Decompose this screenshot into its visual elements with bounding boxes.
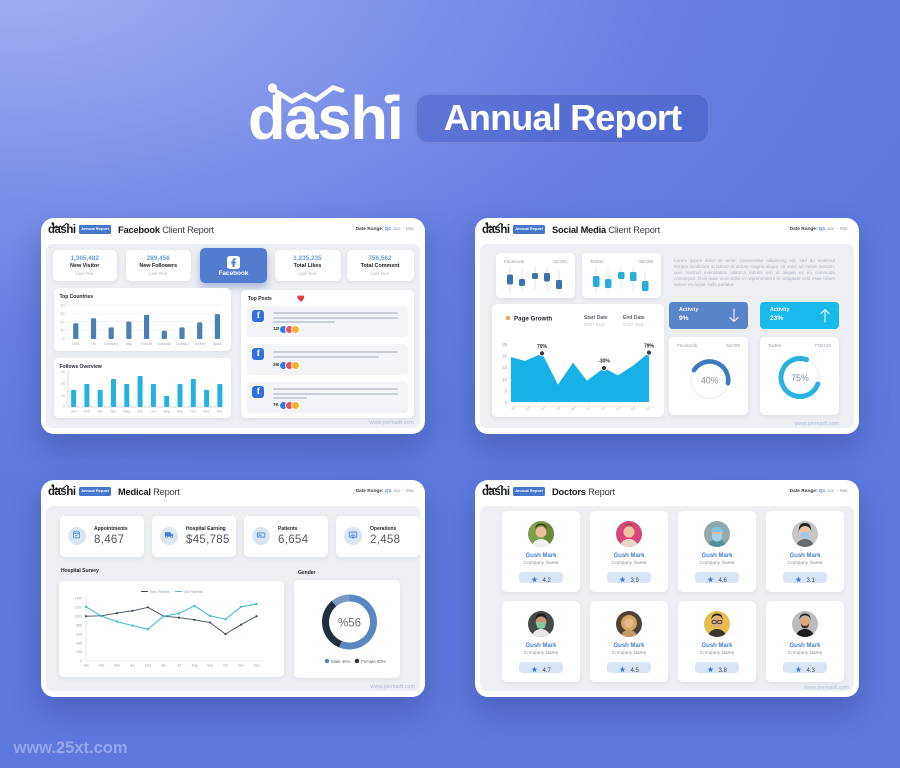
svg-text:75%: 75% (791, 373, 809, 383)
svg-text:Jul: Jul (151, 410, 156, 414)
svg-text:Apr: Apr (130, 664, 136, 668)
svg-text:May: May (570, 404, 577, 411)
svg-text:02/07 Wed: 02/07 Wed (584, 322, 605, 327)
svg-text:May: May (123, 410, 130, 414)
svg-text:400: 400 (76, 641, 82, 645)
svg-text:New Patients: New Patients (150, 590, 170, 594)
svg-text:Oct: Oct (645, 405, 651, 411)
svg-text:Sep: Sep (630, 404, 637, 411)
svg-text:Mar: Mar (97, 410, 104, 414)
svg-text:Mar: Mar (540, 404, 547, 411)
svg-text:25: 25 (502, 342, 507, 347)
svg-text:1200: 1200 (75, 606, 83, 610)
svg-text:Start Date: Start Date (584, 315, 608, 321)
svg-text:-30%: -30% (598, 358, 610, 364)
svg-text:30: 30 (60, 312, 64, 316)
svg-text:Jan: Jan (83, 664, 88, 668)
svg-text:30: 30 (61, 370, 65, 374)
svg-text:Sep: Sep (176, 410, 182, 414)
svg-text:Female 80%: Female 80% (361, 659, 386, 664)
svg-text:Mar: Mar (114, 664, 121, 668)
svg-text:Italy: Italy (125, 342, 132, 346)
svg-text:Jan: Jan (510, 404, 517, 411)
svg-text:Aug: Aug (615, 404, 622, 411)
svg-text:40%: 40% (701, 376, 719, 386)
svg-text:20: 20 (60, 320, 64, 324)
svg-text:0: 0 (505, 400, 508, 405)
svg-text:20: 20 (61, 382, 65, 386)
svg-text:Aug: Aug (192, 664, 198, 668)
svg-text:10: 10 (61, 394, 65, 398)
svg-text:Jul: Jul (177, 664, 181, 668)
svg-text:Feb: Feb (99, 664, 105, 668)
svg-text:Apr: Apr (110, 410, 116, 414)
svg-text:Dec: Dec (254, 664, 260, 668)
svg-text:End Date: End Date (623, 315, 645, 321)
svg-text:Dec: Dec (216, 410, 222, 414)
svg-text:Apr: Apr (555, 404, 562, 411)
svg-text:Aug: Aug (163, 410, 169, 414)
svg-text:1400: 1400 (75, 597, 83, 601)
svg-text:Sep: Sep (207, 664, 213, 668)
svg-text:May: May (145, 664, 152, 668)
svg-text:1000: 1000 (75, 614, 83, 618)
svg-text:Old Patients: Old Patients (184, 590, 203, 594)
svg-text:79%: 79% (644, 343, 655, 349)
svg-text:Male 45%: Male 45% (331, 659, 351, 664)
svg-text:France: France (141, 342, 152, 346)
svg-text:Jul: Jul (600, 405, 606, 411)
svg-text:200: 200 (76, 650, 82, 654)
svg-text:0: 0 (63, 405, 65, 409)
svg-text:USA: USA (72, 342, 80, 346)
svg-text:0: 0 (62, 337, 64, 341)
svg-text:Germany: Germany (103, 342, 118, 346)
svg-text:0: 0 (80, 659, 82, 663)
svg-text:Jun: Jun (585, 404, 592, 411)
svg-text:800: 800 (76, 623, 82, 627)
svg-text:UK: UK (91, 342, 97, 346)
svg-text:Canada: Canada (175, 342, 187, 346)
svg-text:Australia: Australia (157, 342, 171, 346)
svg-text:70%: 70% (537, 344, 548, 350)
svg-text:15: 15 (502, 365, 507, 370)
svg-text:Jun: Jun (137, 410, 143, 414)
svg-text:Feb: Feb (83, 410, 89, 414)
svg-text:Feb: Feb (525, 404, 532, 411)
svg-text:Greece: Greece (193, 342, 205, 346)
svg-text:20: 20 (502, 353, 507, 358)
svg-text:5: 5 (505, 388, 508, 393)
svg-text:Nov: Nov (203, 410, 209, 414)
svg-text:02/07 Wed: 02/07 Wed (623, 322, 644, 327)
svg-text:Jun: Jun (161, 664, 166, 668)
svg-text:Spain: Spain (212, 342, 221, 346)
svg-text:%56: %56 (338, 618, 361, 630)
svg-text:Oct: Oct (223, 664, 228, 668)
svg-text:Nov: Nov (238, 664, 244, 668)
svg-text:Jan: Jan (70, 410, 76, 414)
svg-text:Oct: Oct (190, 410, 195, 414)
svg-text:10: 10 (60, 329, 64, 333)
svg-text:10: 10 (502, 376, 507, 381)
svg-text:40: 40 (60, 304, 64, 308)
svg-text:Page Growth: Page Growth (514, 315, 552, 322)
svg-text:600: 600 (76, 632, 82, 636)
